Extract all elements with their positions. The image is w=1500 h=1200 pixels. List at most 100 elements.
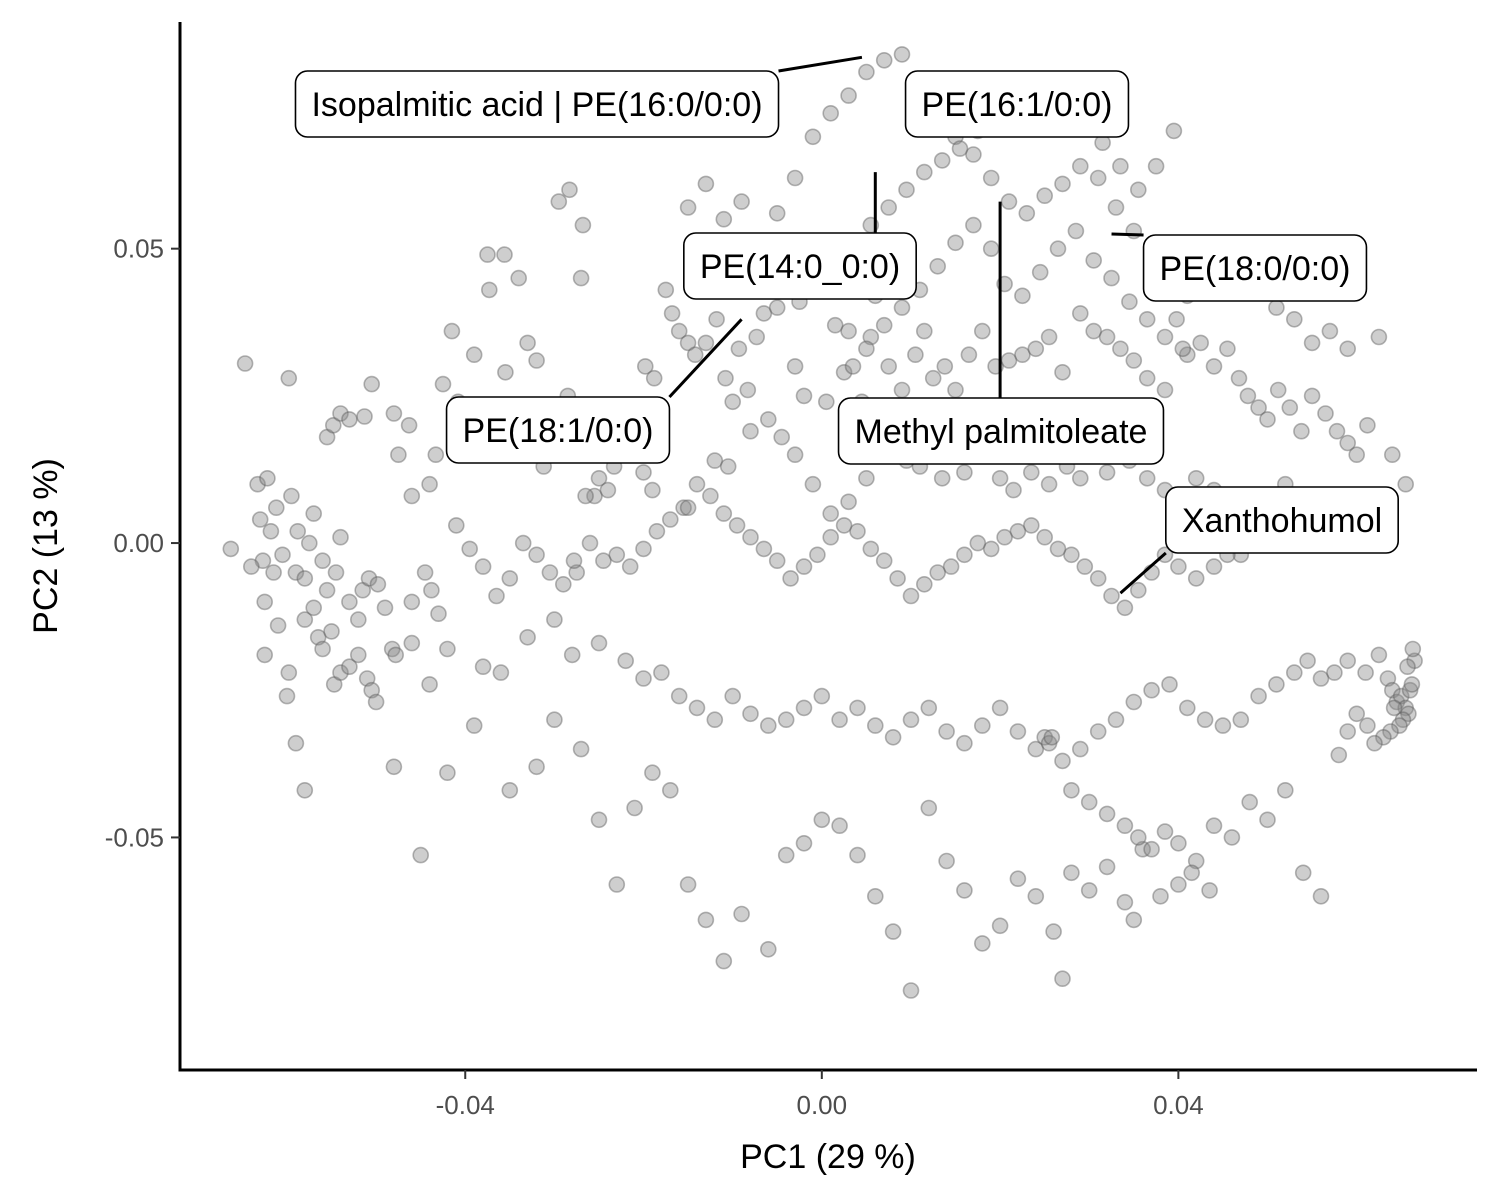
data-point [416, 564, 434, 581]
data-point [1382, 723, 1399, 740]
data-point [309, 628, 327, 646]
data-point [893, 381, 911, 399]
data-point [561, 181, 578, 199]
data-point [1063, 781, 1080, 799]
data-point [1328, 422, 1346, 440]
data-point [501, 781, 519, 799]
data-point [1036, 528, 1053, 546]
data-point [510, 269, 528, 287]
data-point [1268, 299, 1285, 316]
data-point [554, 575, 572, 593]
data-point [387, 646, 405, 664]
data-point [367, 693, 385, 711]
data-point [733, 905, 750, 923]
data-point [1384, 446, 1401, 464]
data-point [1339, 434, 1356, 452]
data-point [1076, 558, 1094, 575]
point-label-text: Xanthohumol [1182, 502, 1382, 540]
data-point [849, 846, 866, 864]
data-point [1125, 693, 1143, 711]
point-label-text: PE(18:1/0:0) [463, 412, 654, 450]
data-point [884, 923, 902, 940]
data-point [1397, 475, 1414, 493]
y-tick-label: -0.05 [105, 822, 164, 852]
data-point [840, 322, 857, 340]
data-point [991, 469, 1009, 487]
data-point [1230, 369, 1248, 387]
data-point [1205, 358, 1223, 375]
data-point [1156, 328, 1174, 346]
data-point [733, 193, 750, 210]
data-point [708, 310, 725, 328]
data-point [1072, 740, 1089, 758]
data-point [1116, 599, 1134, 617]
data-point [777, 711, 795, 729]
data-point [349, 611, 367, 628]
data-point [826, 316, 844, 334]
data-point [1125, 911, 1143, 929]
data-point [403, 593, 421, 611]
data-point [1286, 310, 1303, 328]
data-point [565, 552, 583, 570]
data-point [1170, 876, 1187, 893]
data-point [1281, 399, 1299, 416]
data-point [1174, 340, 1192, 358]
data-point [648, 522, 666, 540]
data-point [1397, 699, 1414, 717]
data-point [924, 369, 942, 387]
point-label: Xanthohumol [1165, 486, 1399, 554]
data-point [813, 687, 831, 705]
data-point [849, 699, 866, 717]
data-point [1250, 399, 1267, 416]
data-point [858, 469, 875, 487]
data-point [480, 281, 498, 299]
data-point [1031, 263, 1049, 281]
data-point [822, 105, 840, 122]
data-point [661, 781, 679, 799]
data-point [1277, 781, 1294, 799]
data-point [844, 358, 862, 375]
data-point [951, 140, 969, 157]
data-point [341, 411, 358, 428]
data-point [412, 846, 430, 864]
data-point [1018, 205, 1036, 222]
data-point [1036, 728, 1053, 746]
data-point [1330, 746, 1348, 764]
data-point [1112, 340, 1129, 358]
data-point [915, 575, 933, 593]
data-point [675, 499, 692, 517]
data-point [1043, 728, 1061, 746]
data-point [296, 570, 314, 587]
data-point [363, 681, 381, 699]
data-point [813, 811, 831, 829]
data-point [325, 676, 343, 693]
data-point [528, 352, 545, 369]
data-point [938, 723, 955, 740]
data-point [786, 446, 804, 464]
x-tick-label: 0.04 [1153, 1090, 1204, 1120]
data-point [1085, 322, 1102, 340]
data-point [296, 611, 314, 628]
data-point [1138, 469, 1156, 487]
data-point [274, 546, 291, 564]
data-point [1401, 681, 1419, 699]
data-point [572, 740, 590, 758]
data-point [786, 169, 804, 187]
data-point [1027, 887, 1045, 905]
data-point [1103, 269, 1120, 287]
data-point [759, 940, 777, 958]
data-point [973, 935, 991, 952]
data-point [902, 587, 920, 605]
data-point [488, 587, 505, 605]
data-point [920, 799, 938, 817]
data-point [717, 369, 734, 387]
data-point [880, 358, 898, 375]
data-point [465, 346, 483, 364]
data-point [1107, 199, 1125, 216]
data-point [795, 699, 813, 717]
data-point [933, 469, 951, 487]
data-point [942, 558, 960, 575]
data-point [1269, 381, 1287, 399]
data-point [265, 564, 282, 581]
data-point [715, 210, 733, 228]
